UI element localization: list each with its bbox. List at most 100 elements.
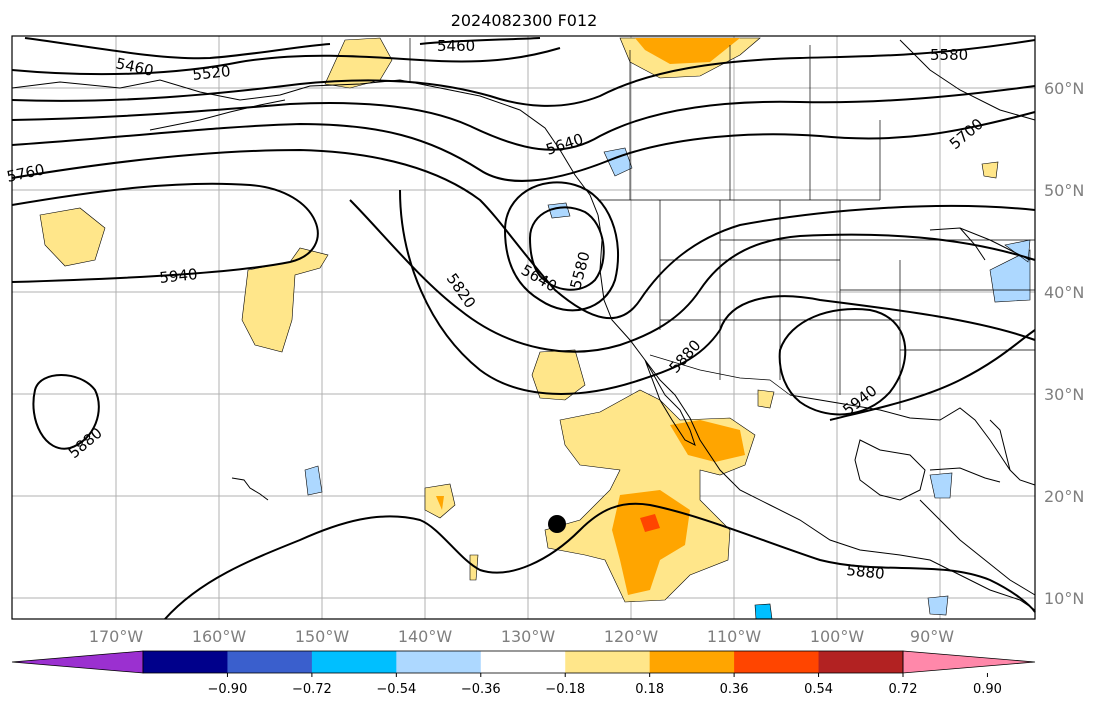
- fill-pos-small-c: [469, 554, 479, 581]
- contour-5880-ring: [32, 374, 100, 450]
- fill-pos2-yukon: [635, 38, 740, 64]
- lon-label: 120°W: [604, 627, 659, 646]
- contour-label: 5940: [159, 265, 199, 287]
- colorbar-tick-label: 0.18: [635, 682, 664, 697]
- province-lines: [629, 45, 881, 200]
- colorbar-cell: [311, 651, 397, 673]
- contour-5820-b: [349, 199, 1036, 353]
- colorbar-tick-label: 0.36: [720, 682, 749, 697]
- fill-pos-small-b: [981, 161, 999, 179]
- colorbar-extend-max: [902, 650, 1036, 674]
- anomaly-fills: [39, 37, 1031, 620]
- colorbar-tick-label: 0.90: [973, 682, 1002, 697]
- low-ring-2: [528, 206, 605, 291]
- aleutians: [149, 99, 286, 131]
- colorbar-tick-label: −0.36: [461, 682, 501, 697]
- colorbar-tick-label: 0.72: [889, 682, 918, 697]
- fill-pos2-hawaii-e: [436, 496, 444, 510]
- central-am: [919, 499, 1036, 596]
- fill-neg-small: [754, 603, 773, 620]
- yucatan: [854, 439, 926, 501]
- lat-label: 40°N: [1044, 283, 1084, 302]
- colorbar-cell: [227, 651, 313, 673]
- map-frame: [11, 35, 1036, 620]
- contour-5460-b: [419, 37, 541, 45]
- colorbar-cell: [143, 651, 228, 673]
- map-title: 2024082300 F012: [451, 11, 598, 30]
- fill-neg-pacific: [304, 465, 323, 496]
- fill-pos-pacific-w: [39, 207, 106, 267]
- fill-pos-baja-off: [531, 349, 586, 401]
- fill-pos2-mexico-a: [670, 420, 745, 462]
- fill-neg-lakes: [989, 249, 1031, 303]
- state-lines: [659, 200, 1035, 410]
- fill-pos-small-a: [757, 389, 775, 409]
- colorbar-cell: [565, 651, 651, 673]
- map-panel: 5460 5520 5460 5580 5640 5700 5760 5940 …: [5, 35, 1036, 620]
- fill-pos2-mexico-b: [612, 490, 690, 595]
- contour-5880: [399, 189, 1036, 395]
- colorbar-tick-label: 0.54: [804, 682, 833, 697]
- fill-neg-carib: [927, 595, 949, 616]
- contour-5520: [11, 47, 561, 76]
- colorbar: −0.90 −0.72 −0.54 −0.36 −0.18 0.18 0.36 0.54 0.7…: [11, 650, 1036, 697]
- lat-label: 10°N: [1044, 589, 1084, 608]
- gridlines: [12, 36, 1035, 619]
- lon-labels: 170°W 160°W 150°W 140°W 130°W 120°W 110°…: [89, 627, 954, 646]
- colorbar-extend-min: [11, 650, 144, 674]
- colorbar-cell: [734, 651, 820, 673]
- lat-label: 30°N: [1044, 385, 1084, 404]
- contour-label: 5580: [930, 46, 968, 64]
- florida: [989, 419, 1011, 471]
- lat-label: 20°N: [1044, 487, 1084, 506]
- contour-5460: [24, 37, 331, 60]
- political-borders: [409, 38, 1035, 410]
- height-contours: [11, 37, 1036, 620]
- contour-5820: [11, 182, 319, 283]
- contour-5940-b: [829, 329, 1036, 421]
- cuba: [929, 467, 1001, 483]
- lon-label: 160°W: [192, 627, 247, 646]
- lon-label: 170°W: [89, 627, 144, 646]
- contour-label: 5520: [192, 62, 232, 84]
- colorbar-cell: [480, 651, 566, 673]
- tropical-marker: [548, 515, 566, 533]
- lat-labels: 60°N 50°N 40°N 30°N 20°N 10°N: [1044, 79, 1084, 608]
- lon-label: 110°W: [707, 627, 762, 646]
- colorbar-cell: [818, 651, 904, 673]
- contour-label: 5880: [846, 561, 886, 583]
- colorbar-cell: [396, 651, 482, 673]
- fill-neg-cuba: [929, 472, 953, 499]
- colorbar-tick-label: −0.72: [292, 682, 332, 697]
- fill-pos-pacific-c: [241, 247, 329, 353]
- lat-label: 60°N: [1044, 79, 1084, 98]
- contour-5640: [11, 85, 1036, 151]
- contour-5880-south: [164, 502, 1036, 620]
- colorbar-cell: [649, 651, 735, 673]
- hudson: [899, 39, 1036, 121]
- lat-label: 50°N: [1044, 181, 1084, 200]
- contour-5940: [778, 308, 907, 416]
- alaska-coast: [11, 79, 599, 216]
- lon-label: 150°W: [295, 627, 350, 646]
- colorbar-frame: [142, 650, 904, 674]
- border-us-mex: [649, 354, 791, 396]
- colorbar-tick-label: −0.90: [208, 682, 248, 697]
- colorbar-tick-label: −0.18: [545, 682, 585, 697]
- contour-label: 5460: [437, 37, 475, 55]
- contour-5700: [11, 111, 1036, 182]
- lon-label: 140°W: [398, 627, 453, 646]
- baja: [644, 359, 696, 446]
- lon-label: 100°W: [810, 627, 865, 646]
- lon-label: 90°W: [910, 627, 954, 646]
- hawaii: [231, 477, 269, 501]
- contour-5580: [11, 39, 1036, 107]
- coastlines: [11, 39, 1036, 611]
- lon-label: 130°W: [501, 627, 556, 646]
- fill-pos3-mexico: [640, 514, 660, 532]
- low-ring-1: [503, 181, 619, 312]
- west-coast: [597, 214, 1036, 611]
- contour-5760: [11, 148, 1036, 319]
- colorbar-tick-label: −0.54: [376, 682, 416, 697]
